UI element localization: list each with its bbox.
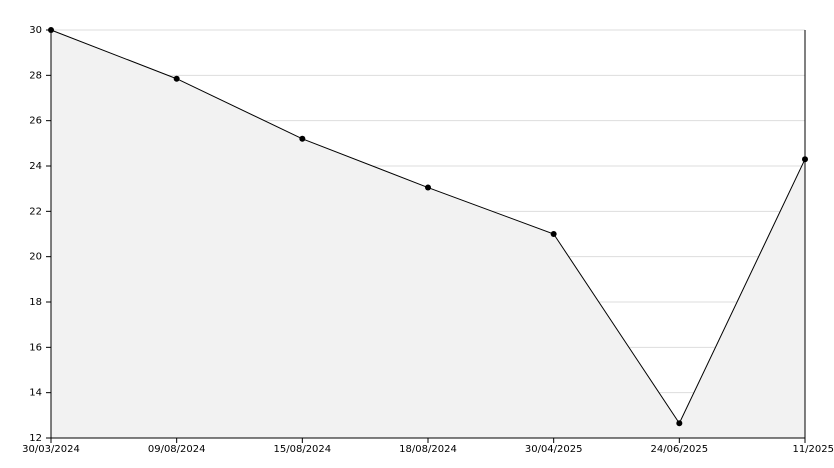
y-tick-label: 24 (29, 161, 42, 172)
y-tick-label: 12 (29, 433, 42, 444)
point (299, 135, 306, 142)
y-tick-label: 26 (29, 116, 42, 127)
x-tick-label: 24/06/2025 (651, 444, 709, 455)
x-tick-label: 11/2025 (792, 444, 834, 455)
point (550, 231, 557, 237)
area (51, 30, 805, 438)
point (676, 420, 683, 427)
x-tick-label: 30/04/2025 (525, 444, 583, 455)
x-tick-label: 15/08/2024 (274, 444, 332, 455)
x-tick-label: 09/08/2024 (148, 444, 206, 455)
y-tick-label: 18 (29, 297, 42, 308)
y-tick-label: 16 (29, 342, 42, 353)
x-tick-label: 30/03/2024 (22, 444, 80, 455)
y-tick-label: 20 (29, 252, 42, 263)
point (173, 75, 180, 82)
y-tick-label: 28 (29, 70, 42, 81)
point (425, 184, 431, 191)
x-tick-label: 18/08/2024 (399, 444, 457, 455)
y-tick-label: 22 (29, 206, 42, 217)
y-tick-label: 30 (29, 25, 42, 36)
y-tick-label: 14 (29, 388, 42, 399)
